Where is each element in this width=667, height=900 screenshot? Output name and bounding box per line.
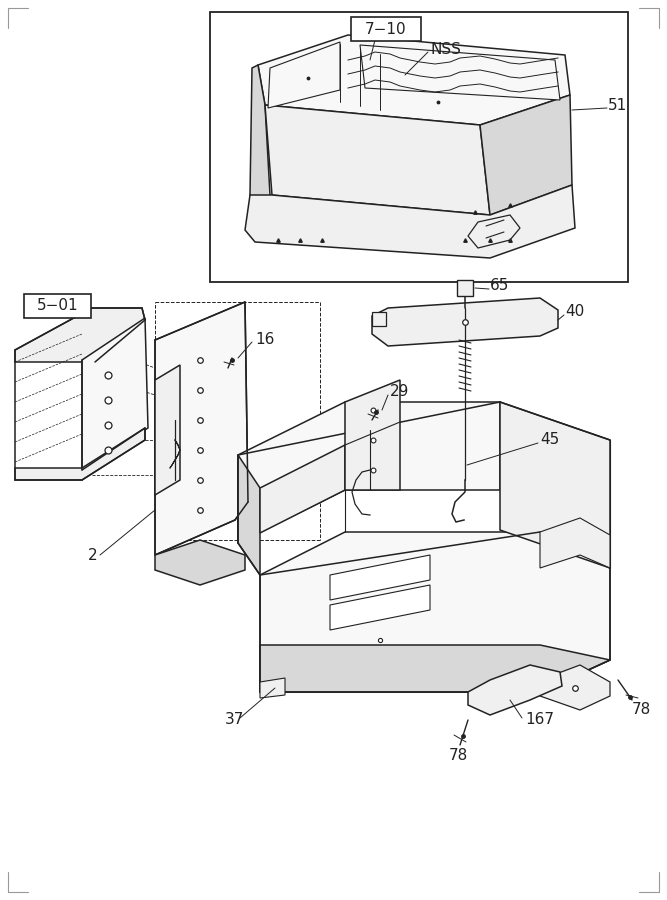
Text: 37: 37 bbox=[225, 713, 244, 727]
Polygon shape bbox=[468, 665, 562, 715]
Polygon shape bbox=[155, 540, 245, 585]
Bar bbox=[372, 312, 386, 326]
Polygon shape bbox=[360, 45, 560, 100]
Text: 5−01: 5−01 bbox=[37, 299, 79, 313]
Polygon shape bbox=[540, 665, 610, 710]
FancyBboxPatch shape bbox=[24, 294, 91, 318]
Polygon shape bbox=[15, 428, 145, 480]
Text: 45: 45 bbox=[540, 433, 559, 447]
Polygon shape bbox=[238, 455, 260, 575]
Text: 78: 78 bbox=[632, 703, 651, 717]
Polygon shape bbox=[258, 35, 570, 125]
Text: 78: 78 bbox=[448, 748, 468, 762]
Text: 2: 2 bbox=[88, 547, 97, 562]
Polygon shape bbox=[268, 42, 340, 108]
Polygon shape bbox=[238, 402, 500, 543]
Polygon shape bbox=[372, 298, 558, 346]
Text: 65: 65 bbox=[490, 278, 510, 293]
Text: 51: 51 bbox=[608, 97, 627, 112]
Polygon shape bbox=[245, 185, 575, 258]
Polygon shape bbox=[82, 318, 148, 470]
Text: 7−10: 7−10 bbox=[366, 22, 407, 37]
Bar bbox=[210, 12, 628, 282]
Polygon shape bbox=[260, 645, 610, 692]
Text: 167: 167 bbox=[525, 713, 554, 727]
Text: 40: 40 bbox=[565, 304, 584, 320]
Polygon shape bbox=[480, 95, 572, 215]
Text: NSS: NSS bbox=[430, 42, 461, 58]
Polygon shape bbox=[260, 532, 610, 692]
Text: 16: 16 bbox=[255, 332, 274, 347]
Polygon shape bbox=[540, 518, 610, 568]
Text: 29: 29 bbox=[390, 384, 410, 400]
Polygon shape bbox=[468, 215, 520, 248]
Bar bbox=[457, 280, 473, 296]
Polygon shape bbox=[500, 402, 610, 568]
Polygon shape bbox=[260, 678, 285, 698]
Polygon shape bbox=[155, 365, 180, 495]
Polygon shape bbox=[345, 380, 400, 490]
Polygon shape bbox=[155, 302, 248, 555]
Polygon shape bbox=[250, 65, 270, 235]
Polygon shape bbox=[260, 445, 345, 533]
Polygon shape bbox=[15, 308, 145, 362]
FancyBboxPatch shape bbox=[351, 17, 421, 41]
Polygon shape bbox=[330, 585, 430, 630]
Polygon shape bbox=[330, 555, 430, 600]
Polygon shape bbox=[265, 105, 490, 215]
